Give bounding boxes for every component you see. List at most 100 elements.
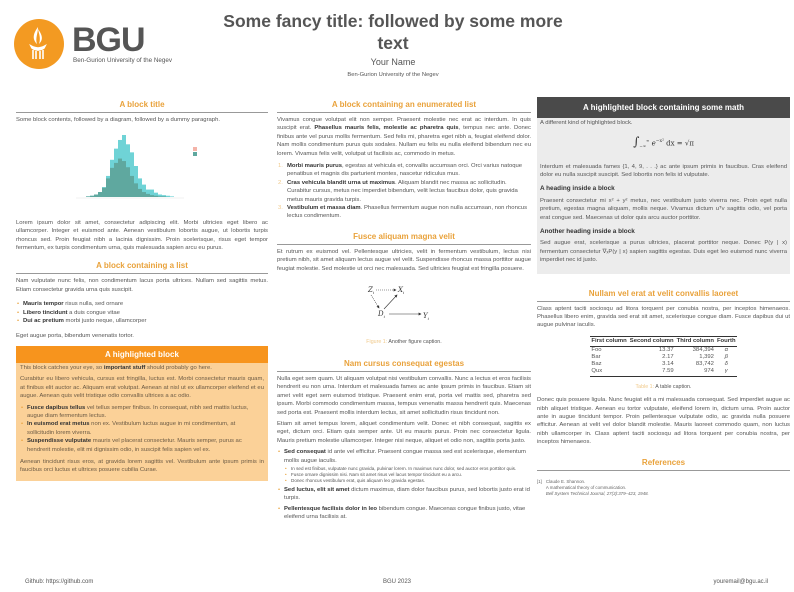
histogram-bar xyxy=(142,192,146,198)
histogram-bar xyxy=(170,196,174,198)
edge-d-x xyxy=(383,294,398,310)
block-title: A block title xyxy=(16,99,268,113)
histogram-bar xyxy=(98,192,102,198)
column-header: Second column xyxy=(628,336,676,347)
footer-email[interactable]: youremail@bgu.ac.il xyxy=(713,579,768,585)
histogram-bar xyxy=(158,194,162,198)
affiliation: Ben-Gurion University of the Negev xyxy=(347,72,439,78)
integral-equation: ∫−∞∞ e−x² dx = √π xyxy=(633,134,694,150)
list-item: Dui ac pretium morbi justo neque, ullamc… xyxy=(16,317,268,326)
block-intro: Nam vulputate nunc felis, non condimentu… xyxy=(16,278,268,293)
footer-center: BGU 2023 xyxy=(382,579,412,585)
table-cell: δ xyxy=(724,360,728,367)
left-column: A block title Some block contents, follo… xyxy=(16,99,268,481)
math-block-title: A highlighted block containing some math xyxy=(537,97,790,118)
block-title: A block containing a list xyxy=(16,260,268,275)
node-d: Di xyxy=(377,310,386,319)
block-paragraph: Praesent consectetur mi x² + y² metus, n… xyxy=(540,197,787,221)
legend-swatch xyxy=(193,152,197,157)
table-cell: Qux xyxy=(591,367,603,374)
histogram-bar xyxy=(102,188,106,198)
table-cell: 384,394 xyxy=(692,346,714,353)
block-title: Nullam vel erat at velit convallis laore… xyxy=(537,288,790,302)
block-intro: A different kind of highlighted block. xyxy=(540,120,633,126)
table-cell: Baz xyxy=(591,360,602,367)
block-paragraph: Lorem ipsum dolor sit amet, consectetur … xyxy=(16,219,268,252)
table-cell: Foo xyxy=(591,346,602,353)
column-header: Third column xyxy=(675,336,716,347)
histogram-bar xyxy=(110,168,114,198)
bullet-list: Fusce dapibus tellus vel tellus semper f… xyxy=(20,404,264,454)
flame-logo-icon xyxy=(29,27,47,59)
list-item: Libero tincidunt a duis congue vitae xyxy=(16,309,268,318)
bullet-list: Sed consequat id ante vel efficitur. Pra… xyxy=(277,448,531,521)
footer-github[interactable]: Github: https://github.com xyxy=(25,579,94,585)
math-block: A highlighted block containing some math… xyxy=(537,97,790,274)
enumerated-list: 1. Morbi mauris purus, egestas at vehicul… xyxy=(277,162,531,221)
list-item: 2. Cras vehicula blandit urna ut maximus.… xyxy=(278,179,518,203)
table-cell: Bar xyxy=(591,353,601,360)
data-table: First column Second column Third column … xyxy=(589,335,738,377)
histogram-bar xyxy=(86,196,90,198)
table-cell: 974 xyxy=(704,367,714,374)
column-header: Fourth xyxy=(715,336,738,347)
table-cell: β xyxy=(724,353,728,360)
histogram-bar xyxy=(158,196,162,198)
legend-swatch xyxy=(193,147,197,152)
histogram-bar xyxy=(150,195,154,198)
histogram-bar xyxy=(154,196,158,198)
node-x: Xi xyxy=(397,286,405,295)
table-cell: 3.14 xyxy=(662,360,674,367)
poster-title: Some fancy title: followed by some more … xyxy=(223,11,563,53)
histogram-bar xyxy=(154,193,158,198)
block-paragraph: Vivamus congue volutpat elit non semper.… xyxy=(277,117,531,157)
histogram-bar xyxy=(138,189,142,198)
figure-caption: Figure 1: Another figure caption. xyxy=(366,338,442,345)
list-item: Fusce dapibus tellus vel tellus semper f… xyxy=(20,404,264,421)
column-header: First column xyxy=(589,336,629,347)
causal-diagram: Zi Xi Di Yi xyxy=(367,286,430,321)
table-row: Foo 13.37 384,394 α xyxy=(590,346,737,354)
list-item: Mauris tempor risus nulla, sed ornare xyxy=(16,300,268,309)
alert-block: A highlighted block This block catches y… xyxy=(16,345,268,481)
block-paragraph: Class aptent taciti sociosqu ad litora t… xyxy=(537,305,790,329)
table-cell: 1,392 xyxy=(699,353,714,360)
node-z: Zi xyxy=(367,286,375,295)
table-caption: Table 1: A table caption. xyxy=(635,383,692,390)
block-title: A block containing an enumerated list xyxy=(277,99,531,113)
sub-list-item: In sed est finibus, vulputate nunc gravi… xyxy=(284,466,531,472)
block-outro: Eget augue porta, bibendum venenatis tor… xyxy=(16,333,134,340)
block-paragraph: Etiam sit amet tempus lorem, aliquet con… xyxy=(277,420,531,444)
histogram-bar xyxy=(94,194,98,198)
block-paragraph: Nulla eget sem quam. Ut aliquam volutpat… xyxy=(277,375,531,416)
list-item: 3. Vestibulum et massa diam. Phasellus fe… xyxy=(278,205,528,220)
sub-list-item: Fusce ornare dignissim nisi. Nam sit ame… xyxy=(284,472,531,478)
logo-text: BGU xyxy=(72,21,146,59)
block-title: References xyxy=(537,457,790,471)
histogram-bar xyxy=(138,178,142,198)
alert-paragraph: Curabitur eu libero vehicula, cursus est… xyxy=(20,376,264,400)
right-column: A highlighted block containing some math… xyxy=(537,97,790,497)
histogram-bar xyxy=(90,196,94,198)
histogram-bar xyxy=(150,189,154,198)
alert-paragraph: Aenean tincidunt risus eros, at gravida … xyxy=(20,458,264,474)
block-paragraph: Sed augue erat, scelerisque a purus ultr… xyxy=(540,240,787,264)
list-item: Sed consequat id ante vel efficitur. Pra… xyxy=(277,448,531,484)
block-paragraph: Et rutrum ex euismod vel. Pellentesque u… xyxy=(277,248,531,272)
list-item: Sed luctus, elit sit amet dictum maximus… xyxy=(277,486,531,503)
bullet-list: Mauris tempor risus nulla, sed ornare Li… xyxy=(16,300,268,326)
histogram-bar xyxy=(162,196,166,198)
author: Your Name xyxy=(370,57,416,67)
histogram-bar xyxy=(126,167,130,198)
histogram-bar xyxy=(130,176,134,198)
table-cell: 7.59 xyxy=(662,367,674,374)
table-cell: 2.17 xyxy=(662,353,674,360)
list-item: 1. Morbi mauris purus, egestas at vehicul… xyxy=(278,163,523,178)
histogram-bar xyxy=(146,189,150,198)
histogram-bar xyxy=(122,161,126,198)
middle-column: A block containing an enumerated list Vi… xyxy=(277,99,531,526)
table-row: Bar 2.17 1,392 β xyxy=(590,354,737,361)
block-paragraph: Interdum et malesuada fames {1, 4, 9, . … xyxy=(540,163,787,178)
reference-entry: [1] Claude E. Shannon. A mathematical the… xyxy=(537,478,649,496)
histogram-bar xyxy=(142,185,146,198)
